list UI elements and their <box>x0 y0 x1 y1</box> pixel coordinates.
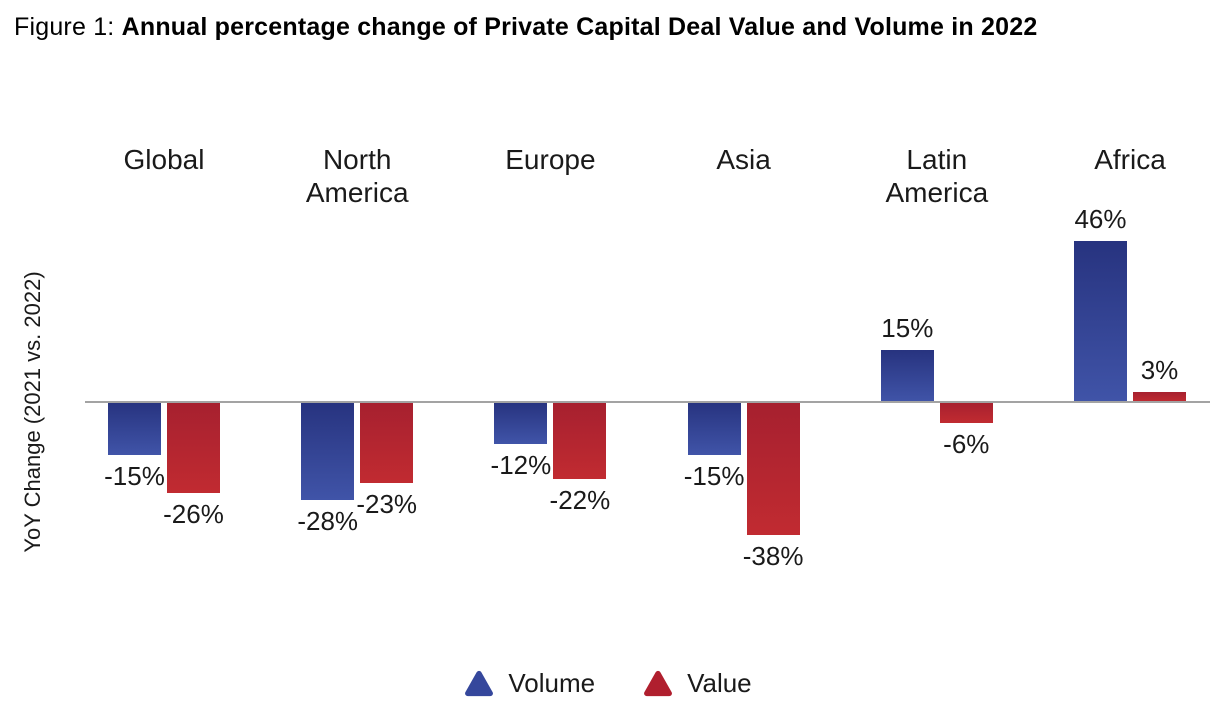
category-label-africa: Africa <box>1094 144 1166 175</box>
category-label-global: Global <box>123 144 205 175</box>
volume-legend-marker-icon <box>465 670 494 697</box>
figure-number: Figure 1: <box>14 13 122 41</box>
category-label-north-america: North America <box>305 144 409 208</box>
legend-item-volume: Volume <box>464 668 595 699</box>
volume-bar <box>687 402 741 455</box>
volume-bar <box>301 402 355 500</box>
category-label-latin-america: Latin America <box>885 144 989 208</box>
value-bar <box>360 402 414 483</box>
volume-bar <box>880 349 934 402</box>
value-bar-value-label: -22% <box>549 485 611 515</box>
volume-bar-value-label: -12% <box>490 450 552 480</box>
volume-bar-value-label: -15% <box>104 460 165 491</box>
value-bar <box>553 402 607 479</box>
value-bar <box>746 402 800 535</box>
volume-bar-value-label: 15% <box>881 312 934 343</box>
value-bar <box>939 402 993 423</box>
value-bar-value-label: -38% <box>742 541 804 571</box>
value-bar <box>1133 391 1186 402</box>
category-label-asia: Asia <box>716 144 771 175</box>
value-bar-value-label: 3% <box>1140 354 1179 385</box>
figure-title-text: Annual percentage change of Private Capi… <box>121 13 1038 41</box>
x-axis-line <box>85 401 1210 403</box>
value-bar-value-label: -26% <box>163 499 224 529</box>
value-bar <box>167 402 220 493</box>
volume-bar-value-label: -28% <box>297 506 359 536</box>
volume-bar <box>108 402 161 455</box>
category-label-europe: Europe <box>505 144 596 175</box>
value-legend-marker-icon <box>644 670 673 697</box>
volume-bar <box>1074 241 1127 402</box>
volume-bar-value-label: 46% <box>1074 204 1127 234</box>
legend-label-value: Value <box>687 668 752 698</box>
legend-item-value: Value <box>643 668 752 699</box>
legend: Volume Value <box>0 668 1216 699</box>
value-bar-value-label: -23% <box>356 488 418 519</box>
volume-bar-value-label: -15% <box>683 460 745 491</box>
volume-bar <box>494 402 548 444</box>
value-bar-value-label: -6% <box>943 429 990 459</box>
legend-label-volume: Volume <box>508 668 596 698</box>
figure-title: Figure 1: Annual percentage change of Pr… <box>14 13 1037 42</box>
